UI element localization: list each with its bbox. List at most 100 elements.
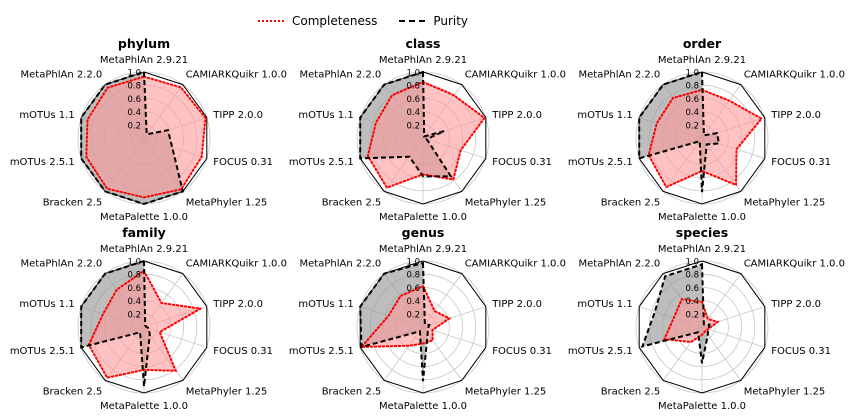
chart-legend: Completeness Purity [258, 12, 490, 30]
category-label: mOTUs 1.1 [19, 110, 74, 121]
radial-tick-label: 0.6 [406, 95, 420, 105]
radial-tick-label: 0.4 [406, 108, 420, 118]
radial-tick-label: 1.0 [685, 258, 699, 268]
radar-frame [638, 260, 766, 394]
radial-tick-label: 0.2 [685, 310, 699, 320]
radial-tick-label: 0.6 [127, 95, 141, 105]
category-label: MetaPhlAn 2.9.21 [658, 244, 746, 255]
category-label: MetaPhlAn 2.9.21 [658, 55, 746, 66]
purity-line [80, 70, 184, 206]
radial-tick-label: 0.6 [685, 284, 699, 294]
completeness-fill [648, 89, 762, 188]
category-label: MetaPhyler 1.25 [186, 198, 268, 209]
completeness-fill [88, 270, 201, 378]
category-label: MetaPalette 1.0.0 [100, 212, 188, 223]
radar-panel-species: 0.2 0.4 0.6 0.8 1.0 MetaPhlAn 2.9.21 CAMIARKQu… [568, 225, 845, 412]
category-label: mOTUs 1.1 [298, 110, 353, 121]
radial-tick-label: 0.8 [406, 271, 420, 281]
category-label: mOTUs 2.5.1 [289, 157, 354, 168]
category-label: TIPP 2.0.0 [770, 299, 821, 310]
category-label: mOTUs 1.1 [577, 299, 632, 310]
completeness-line [647, 88, 764, 189]
radial-tick-label: 0.2 [127, 121, 141, 131]
completeness-line [85, 75, 207, 199]
category-label: Bracken 2.5 [43, 198, 103, 209]
category-label: MetaPhlAn 2.2.0 [300, 259, 382, 270]
radar-panel-phylum: 0.2 0.4 0.6 0.8 1.0 MetaPhlAn 2.9.21 CAMIARKQu… [10, 36, 287, 223]
category-label: CAMIARKQuikr 1.0.0 [465, 259, 566, 270]
radial-tick-label: 0.4 [685, 297, 699, 307]
category-label: FOCUS 0.31 [213, 157, 273, 168]
category-label: CAMIARKQuikr 1.0.0 [744, 259, 845, 270]
category-label: FOCUS 0.31 [771, 157, 831, 168]
category-label: mOTUs 2.5.1 [568, 346, 633, 357]
category-label: CAMIARKQuikr 1.0.0 [186, 70, 287, 81]
radial-tick-label: 0.8 [685, 271, 699, 281]
grid-spoke [701, 326, 765, 348]
legend-entry-purity: Purity [399, 14, 468, 28]
completeness-fill [86, 76, 206, 198]
category-label: MetaPhlAn 2.9.21 [379, 244, 467, 255]
category-label: Bracken 2.5 [322, 198, 382, 209]
radar-panel-order: 0.2 0.4 0.6 0.8 1.0 MetaPhlAn 2.9.21 CAMIARKQu… [568, 36, 845, 223]
category-label: Bracken 2.5 [601, 387, 661, 398]
category-label: mOTUs 1.1 [577, 110, 632, 121]
category-label: FOCUS 0.31 [771, 346, 831, 357]
category-label: mOTUs 1.1 [298, 299, 353, 310]
purity-line [638, 70, 721, 193]
radar-panel-family: 0.2 0.4 0.6 0.8 1.0 MetaPhlAn 2.9.21 CAMIARKQu… [10, 225, 287, 412]
category-label: TIPP 2.0.0 [212, 110, 263, 121]
completeness-line [87, 269, 204, 379]
category-label: FOCUS 0.31 [492, 157, 552, 168]
radial-tick-label: 1.0 [406, 69, 420, 79]
completeness-line [359, 284, 452, 349]
category-label: TIPP 2.0.0 [491, 299, 542, 310]
completeness-line [366, 80, 486, 189]
radial-tick-label: 0.8 [685, 82, 699, 92]
radial-tick-label: 0.6 [685, 95, 699, 105]
radial-tick-label: 1.0 [406, 258, 420, 268]
category-label: MetaPhyler 1.25 [465, 387, 547, 398]
radial-tick-label: 0.2 [127, 310, 141, 320]
category-label: MetaPalette 1.0.0 [658, 401, 746, 412]
category-label: MetaPhyler 1.25 [465, 198, 547, 209]
category-label: CAMIARKQuikr 1.0.0 [465, 70, 566, 81]
panel-title: class [405, 36, 440, 51]
category-label: CAMIARKQuikr 1.0.0 [186, 259, 287, 270]
category-label: CAMIARKQuikr 1.0.0 [744, 70, 845, 81]
purity-line [80, 259, 151, 387]
radial-tick-label: 0.4 [127, 108, 141, 118]
radial-tick-label: 0.4 [685, 108, 699, 118]
category-label: Bracken 2.5 [43, 387, 103, 398]
category-label: mOTUs 2.5.1 [289, 346, 354, 357]
purity-line [640, 262, 711, 364]
category-label: MetaPhlAn 2.2.0 [21, 70, 103, 81]
radial-tick-label: 0.2 [406, 310, 420, 320]
completeness-fill [367, 81, 485, 188]
legend-label-purity: Purity [433, 14, 469, 28]
category-label: mOTUs 2.5.1 [568, 157, 633, 168]
legend-swatch-completeness [258, 20, 284, 22]
category-label: MetaPalette 1.0.0 [379, 401, 467, 412]
radial-tick-label: 0.6 [127, 284, 141, 294]
radial-tick-label: 0.4 [127, 297, 141, 307]
radial-tick-label: 1.0 [127, 258, 141, 268]
category-label: TIPP 2.0.0 [491, 110, 542, 121]
completeness-line [662, 298, 720, 344]
category-label: MetaPhlAn 2.2.0 [300, 70, 382, 81]
category-label: MetaPhlAn 2.9.21 [100, 55, 188, 66]
category-label: MetaPhyler 1.25 [744, 198, 826, 209]
radial-tick-label: 1.0 [127, 69, 141, 79]
category-label: MetaPhlAn 2.2.0 [579, 70, 661, 81]
category-label: MetaPhlAn 2.2.0 [579, 259, 661, 270]
radar-panel-genus: 0.2 0.4 0.6 0.8 1.0 MetaPhlAn 2.9.21 CAMIARKQu… [289, 225, 566, 412]
radial-tick-label: 0.6 [406, 284, 420, 294]
purity-line [359, 261, 431, 382]
radial-tick-label: 0.8 [127, 271, 141, 281]
panel-title: order [683, 36, 722, 51]
radial-tick-label: 0.8 [406, 82, 420, 92]
legend-entry-completeness: Completeness [258, 14, 377, 28]
panel-title: phylum [118, 36, 170, 51]
category-label: Bracken 2.5 [601, 198, 661, 209]
